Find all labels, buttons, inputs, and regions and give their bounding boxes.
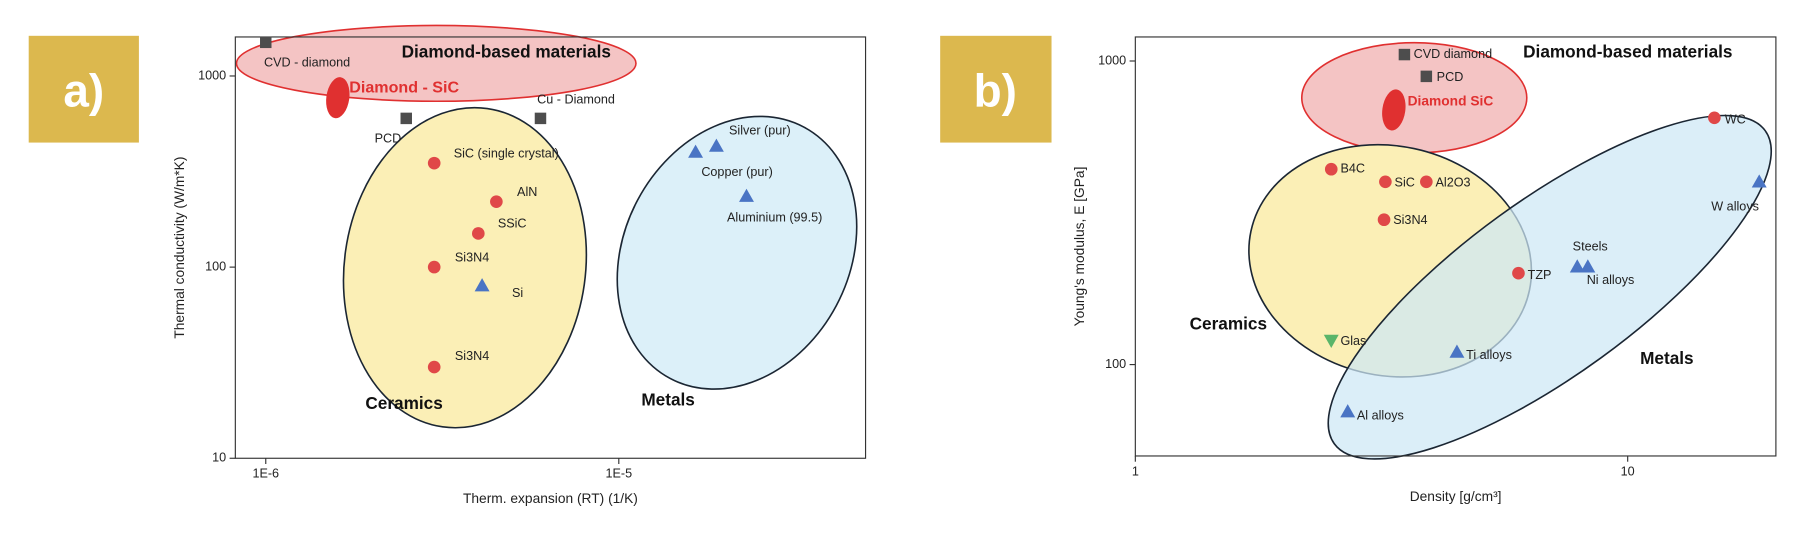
group-region [616,115,858,390]
y-tick-label: 100 [205,259,226,273]
point [1449,344,1465,358]
x-tick-label: 1 [1132,464,1139,478]
panel-label: b) [974,64,1017,116]
panel-badge [28,35,139,143]
point-label: Steels [1573,240,1608,254]
point-label: PCD [375,131,402,145]
point-label: Si3N4 [455,349,489,363]
y-tick-label: 1000 [1098,53,1126,67]
point-label: Cu - Diamond [537,92,615,106]
point-label: Si3N4 [1393,213,1427,227]
point-label: Aluminium (99.5) [727,210,822,224]
point-label: AlN [517,185,537,199]
point [688,144,704,158]
group-label: Ceramics [1190,314,1267,334]
x-axis-label: Therm. expansion (RT) (1/K) [463,491,638,506]
point [326,77,350,119]
group-label: Ceramics [365,393,442,413]
point [708,138,724,152]
point-label: CVD - diamond [264,55,350,69]
group-label: Diamond-based materials [402,42,611,62]
point [1379,175,1392,189]
plot-frame [1134,36,1777,457]
point-label: WC [1725,112,1746,126]
point-label: Copper (pur) [701,165,772,179]
point-label: Silver (pur) [729,123,791,137]
point-label: TZP [1528,268,1552,282]
point [1751,174,1767,188]
point-label: PCD [1437,70,1464,84]
point-label: SiC (single crystal) [454,146,559,160]
panel-badge [940,35,1052,143]
point [1382,89,1406,131]
point-label: Ni alloys [1587,273,1635,287]
group-label: Metals [1640,348,1694,368]
point-label: W alloys [1711,199,1759,213]
point-label: Al2O3 [1436,175,1471,189]
y-axis-label: Thermal conductivity (W/m*K) [172,157,187,339]
point-label: Si [512,286,523,300]
x-axis-label: Density [g/cm³] [1410,489,1502,504]
group-label: Diamond-based materials [1523,42,1732,62]
point [490,195,503,208]
point [1340,404,1356,418]
point [1569,259,1585,273]
point-label: CVD diamond [1414,47,1493,61]
x-tick-label: 1E-5 [605,467,632,481]
y-tick-label: 10 [212,451,226,465]
point [474,278,490,292]
point [400,112,412,125]
point [1323,334,1339,349]
y-tick-label: 100 [1105,357,1126,371]
point [1420,70,1433,83]
point [427,156,441,170]
plot-frame [234,36,867,459]
y-axis-label: Young's modulus, E [GPa] [1072,167,1087,327]
point [1324,162,1338,176]
point [1708,111,1721,125]
point-label: B4C [1340,162,1365,176]
point-label: Diamond SiC [1408,94,1494,109]
point [1377,213,1391,227]
point [471,227,485,240]
point-label: Diamond - SiC [349,79,459,97]
point-label: Si3N4 [455,250,489,264]
panel-label: a) [63,64,104,116]
point [1512,266,1525,280]
point [1398,48,1411,61]
point [1580,259,1596,273]
point [260,36,272,49]
point-label: Al alloys [1357,409,1404,423]
group-region [342,106,588,429]
x-tick-label: 1E-6 [252,467,279,481]
point-label: Glas [1340,334,1366,348]
point [427,260,441,274]
group-region [1327,114,1773,460]
point-label: Ti alloys [1466,348,1512,362]
x-tick-label: 10 [1621,464,1635,478]
point-label: SSiC [498,217,527,231]
point-label: SiC [1395,175,1415,189]
y-tick-label: 1000 [198,68,226,82]
point [1420,175,1433,189]
point [534,112,547,125]
point [427,360,441,374]
point [739,188,754,202]
group-label: Metals [641,389,695,409]
